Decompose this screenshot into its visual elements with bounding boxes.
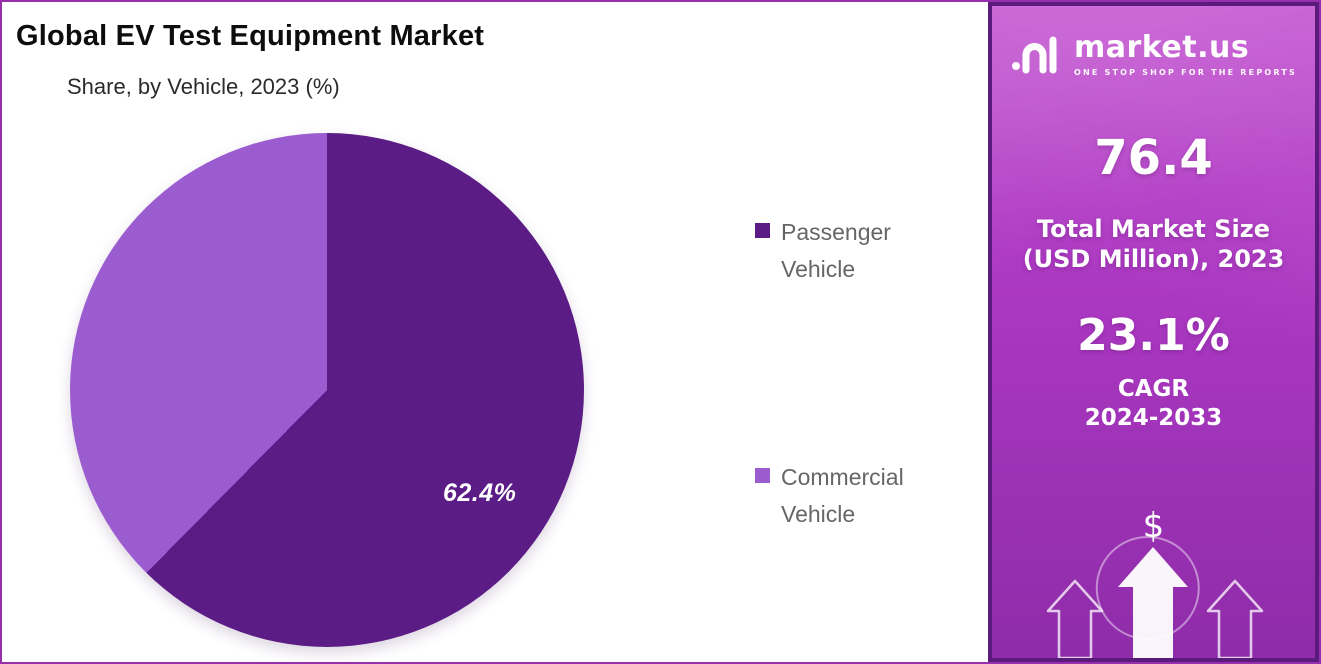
pie-slice-data-label: 62.4% [443,479,517,507]
brand-name: market.us [1073,29,1250,65]
cagr-label-line2: 2024-2033 [1084,404,1223,431]
cagr-label: CAGR 2024-2033 [1085,375,1223,433]
pie-chart [70,133,584,647]
dollar-icon: $ [1142,506,1165,546]
brand-tagline: ONE STOP SHOP FOR THE REPORTS [1073,67,1298,77]
chart-title: Global EV Test Equipment Market [16,20,485,52]
legend-label-commercial-vehicle: Commercial Vehicle [781,464,904,527]
legend-swatch-passenger-vehicle [755,223,770,238]
market-size-label-line2: (USD Million), 2023 [1022,245,1285,273]
market-us-logo-icon [1010,28,1064,78]
brand-logo-text: market.us ONE STOP SHOP FOR THE REPORTS [1074,30,1297,77]
up-arrows-icon [1046,547,1264,658]
cagr-label-line1: CAGR [1117,376,1190,402]
cagr-value: 23.1% [1077,310,1230,361]
legend-swatch-commercial-vehicle [755,468,770,483]
chart-panel: Global EV Test Equipment Market Share, b… [2,2,988,662]
market-size-label-line1: Total Market Size [1036,215,1270,243]
market-size-value: 76.4 [1094,130,1213,186]
promo-sidebar: market.us ONE STOP SHOP FOR THE REPORTS … [988,2,1319,662]
legend-label-passenger-vehicle: Passenger Vehicle [781,219,891,282]
chart-subtitle: Share, by Vehicle, 2023 (%) [67,74,340,99]
legend-item-passenger-vehicle: Passenger Vehicle [755,214,921,288]
brand-logo: market.us ONE STOP SHOP FOR THE REPORTS [1010,28,1297,78]
legend-item-commercial-vehicle: Commercial Vehicle [755,459,921,533]
market-size-label: Total Market Size (USD Million), 2023 [1023,214,1285,274]
